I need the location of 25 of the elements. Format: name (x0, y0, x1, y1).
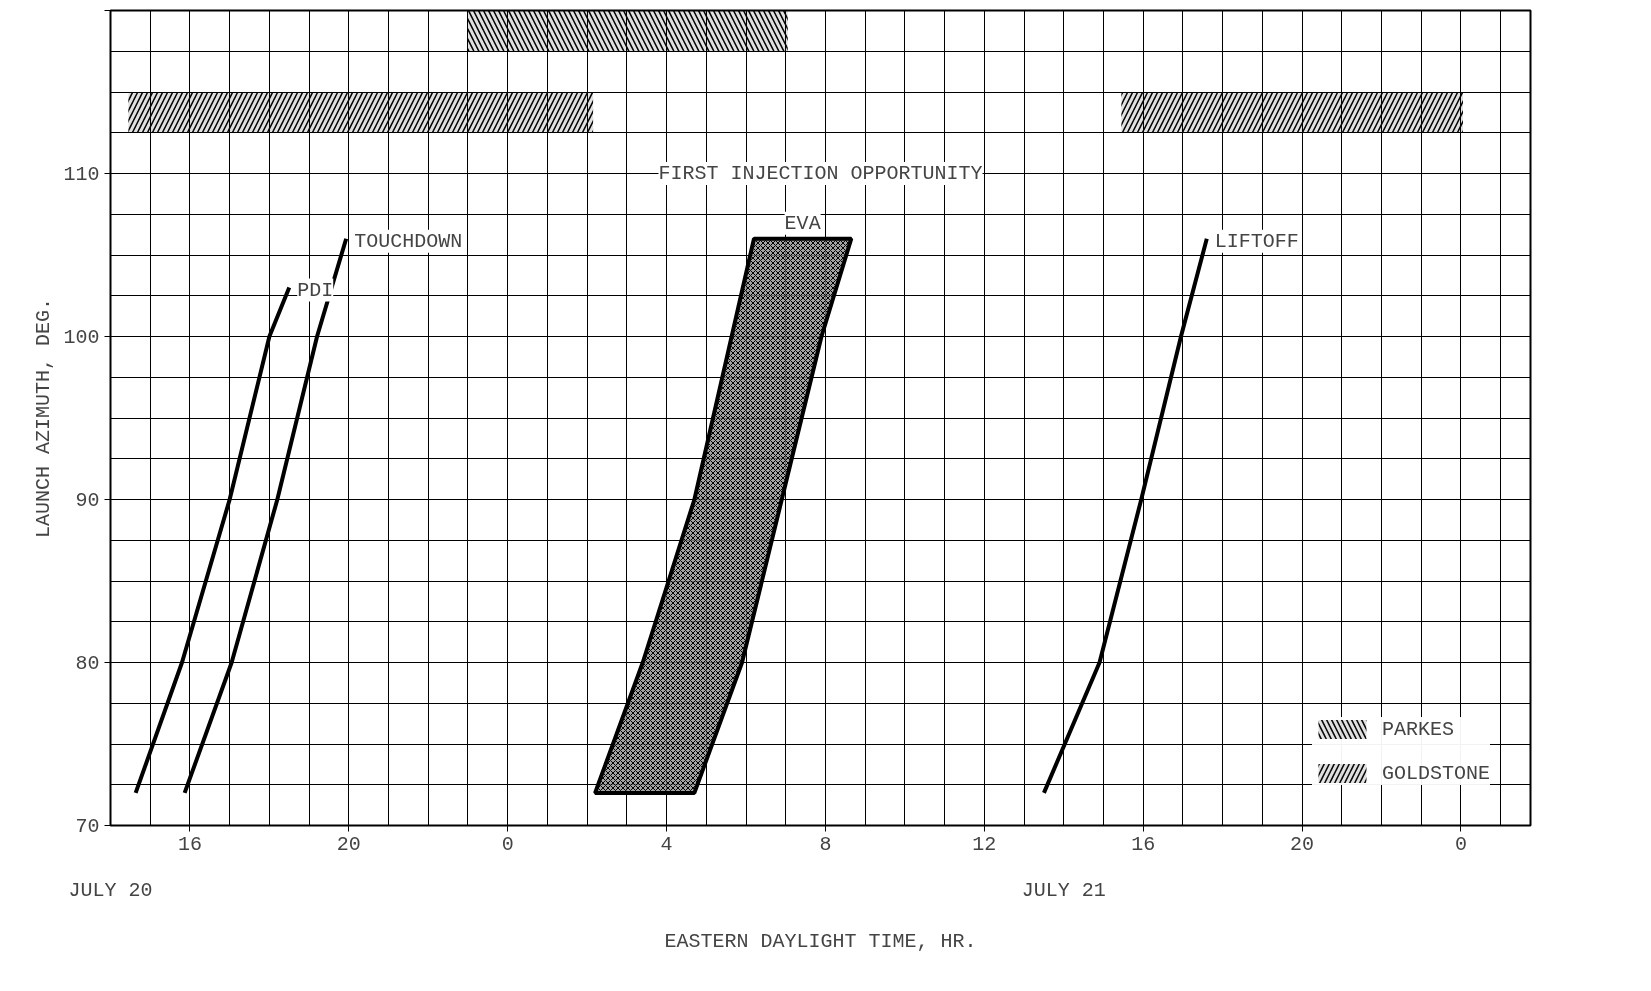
y-tick-label: 100 (63, 326, 100, 349)
series-label: EVA (784, 211, 821, 235)
x-tick-label: 16 (177, 832, 202, 856)
series-label: TOUCHDOWN (354, 229, 463, 253)
x-tick-label: 0 (1454, 832, 1467, 856)
annotation: FIRST INJECTION OPPORTUNITY (658, 162, 983, 185)
x-tick-label: 4 (660, 832, 673, 856)
x-tick-label: 20 (336, 832, 361, 856)
x-axis-title: EASTERN DAYLIGHT TIME, HR. (664, 929, 977, 953)
text: JULY 20 (68, 878, 153, 902)
x-tick-label: 16 (1131, 832, 1156, 856)
x-tick-label: 8 (819, 832, 832, 856)
legend-label: PARKES (1381, 717, 1454, 741)
x-tick-label: 12 (972, 832, 997, 856)
legend-label: GOLDSTONE (1381, 761, 1490, 785)
y-axis-title: LAUNCH AZIMUTH, DEG. (32, 297, 56, 539)
y-tick-label: 110 (63, 163, 100, 186)
x-tick-label: 0 (501, 832, 514, 856)
text: JULY 21 (1021, 878, 1106, 902)
y-tick-label: 90 (75, 489, 100, 512)
x-tick-label: 20 (1290, 832, 1315, 856)
series-label: LIFTOFF (1214, 229, 1299, 253)
y-tick-label: 80 (75, 652, 100, 675)
y-tick-label: 70 (75, 815, 100, 838)
series-label: PDI (297, 278, 334, 302)
